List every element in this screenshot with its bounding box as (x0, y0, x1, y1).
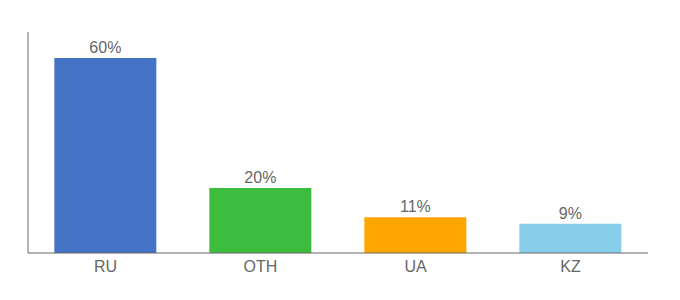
svg-text:OTH: OTH (244, 258, 278, 275)
svg-text:UA: UA (404, 258, 427, 275)
svg-text:9%: 9% (559, 205, 582, 222)
svg-text:60%: 60% (89, 39, 121, 56)
svg-text:KZ: KZ (560, 258, 581, 275)
svg-text:RU: RU (94, 258, 117, 275)
svg-text:11%: 11% (400, 198, 431, 215)
svg-text:20%: 20% (244, 169, 276, 186)
